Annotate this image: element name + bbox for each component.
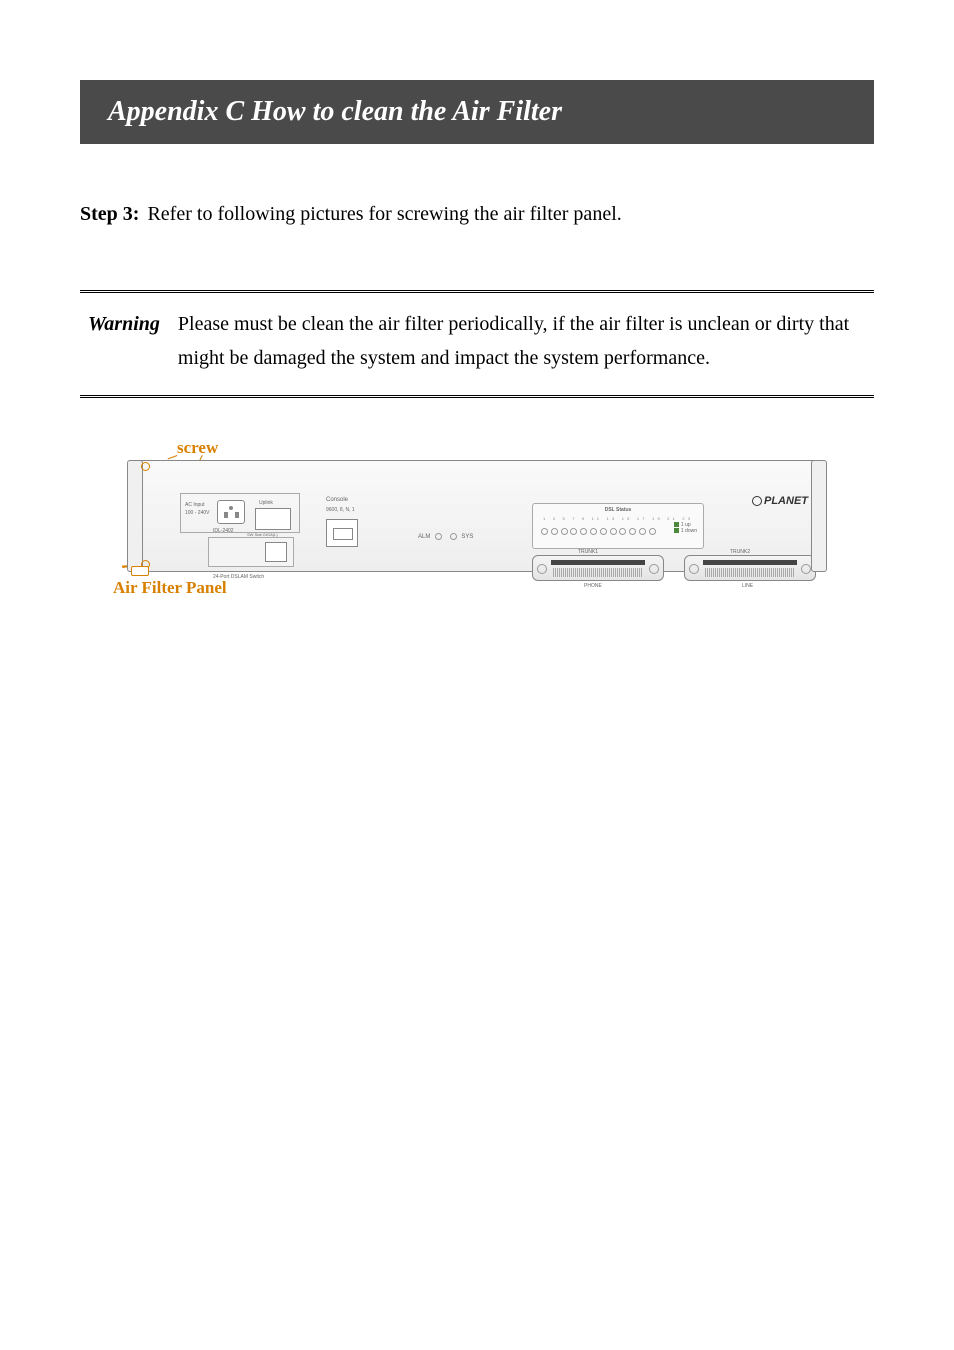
logo-globe-icon xyxy=(752,496,762,506)
legend-down: 1 down xyxy=(681,528,697,534)
step-row: Step 3: Refer to following pictures for … xyxy=(80,198,874,230)
warning-label: Warning xyxy=(88,307,160,341)
diagram-container: screw Air Filter Panel ➚ AC Input 100 - … xyxy=(80,438,874,598)
callout-line xyxy=(168,455,178,459)
screw-icon xyxy=(141,462,150,471)
logo-text: PLANET xyxy=(764,495,808,507)
port-led-row xyxy=(541,522,659,540)
rj21-line-connector-icon xyxy=(684,555,816,581)
phone-label: PHONE xyxy=(584,583,602,589)
model-plate: IDL-2402 24-Port DSLAM Switch xyxy=(208,537,294,567)
model-code: IDL-2402 xyxy=(213,528,234,534)
power-socket-icon xyxy=(217,500,245,524)
alm-label: ALM xyxy=(418,534,430,540)
warning-text: Please must be clean the air filter peri… xyxy=(178,307,866,375)
status-leds: ALM SYS xyxy=(418,533,473,540)
screw-callout-label: screw xyxy=(177,438,218,458)
device-diagram: screw Air Filter Panel ➚ AC Input 100 - … xyxy=(117,438,837,598)
line-label: LINE xyxy=(742,583,753,589)
warning-block: Warning Please must be clean the air fil… xyxy=(80,290,874,398)
legend: 1 up 1 down xyxy=(674,522,697,534)
voltage-label: 100 - 240V xyxy=(185,510,209,516)
dsl-status-title: DSL Status xyxy=(533,507,703,513)
led-icon xyxy=(450,533,457,540)
air-filter-tab-icon xyxy=(131,566,149,576)
rack-ear-left xyxy=(127,460,143,572)
step-sep: : xyxy=(133,203,140,225)
rack-ear-right xyxy=(811,460,827,572)
chapter-title-bar: Appendix C How to clean the Air Filter xyxy=(80,80,874,144)
step-number: Step 3 xyxy=(80,203,133,225)
power-block: AC Input 100 - 240V Uplink SW Stat GIGA(… xyxy=(180,493,300,533)
chapter-title: Appendix C How to clean the Air Filter xyxy=(108,96,562,128)
console-label: Console xyxy=(326,497,348,503)
console-settings-label: 9600, 8, N, 1 xyxy=(326,507,355,513)
console-port-icon xyxy=(326,519,358,547)
port-numbers: 1 3 5 7 9 11 13 15 17 19 21 23 xyxy=(543,516,693,521)
planet-logo: PLANET xyxy=(752,495,808,507)
ac-input-label: AC Input xyxy=(185,502,204,508)
small-port-icon xyxy=(265,542,287,562)
step-label: Step 3: xyxy=(80,198,139,230)
led-icon xyxy=(435,533,442,540)
model-desc: 24-Port DSLAM Switch xyxy=(213,574,264,580)
step-text: Refer to following pictures for screwing… xyxy=(147,198,621,230)
device-front-panel: AC Input 100 - 240V Uplink SW Stat GIGA(… xyxy=(127,460,827,572)
dsl-status-panel: DSL Status 1 3 5 7 9 11 13 15 17 19 21 2… xyxy=(532,503,704,549)
uplink-label: Uplink xyxy=(259,500,273,506)
uplink-port-icon xyxy=(255,508,291,530)
air-filter-callout-label: Air Filter Panel xyxy=(113,578,227,598)
rj21-phone-connector-icon xyxy=(532,555,664,581)
sys-label: SYS xyxy=(461,534,473,540)
